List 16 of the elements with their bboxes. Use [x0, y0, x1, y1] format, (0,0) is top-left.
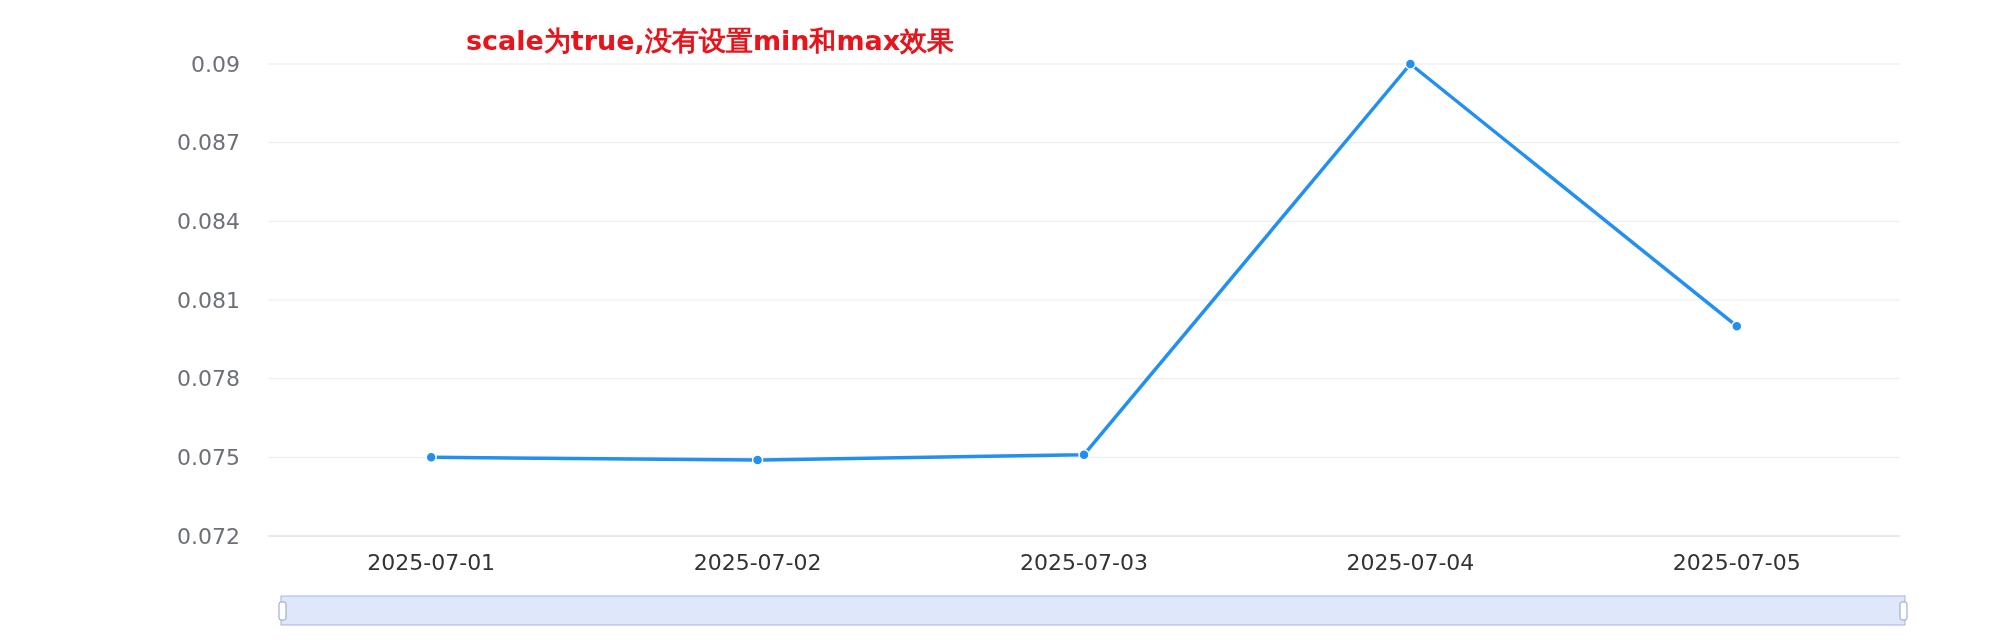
- y-tick-label: 0.081: [177, 287, 240, 313]
- y-tick-label: 0.084: [177, 209, 240, 235]
- y-tick-label: 0.072: [177, 523, 240, 549]
- x-tick-label: 2025-07-04: [1346, 550, 1475, 575]
- chart-title: scale为true,没有设置min和max效果: [466, 25, 955, 56]
- y-tick-label: 0.075: [177, 445, 240, 471]
- x-tick-label: 2025-07-03: [1020, 550, 1148, 575]
- y-tick-label: 0.078: [177, 366, 240, 392]
- x-tick-label: 2025-07-01: [367, 550, 496, 575]
- point: [751, 454, 764, 466]
- point: [1404, 58, 1417, 70]
- x-tick-label: 2025-07-05: [1672, 550, 1801, 575]
- point: [1731, 320, 1743, 332]
- y-tick-label: 0.09: [191, 51, 240, 77]
- x-tick-label: 2025-07-02: [693, 550, 822, 575]
- y-tick-label: 0.087: [177, 130, 240, 156]
